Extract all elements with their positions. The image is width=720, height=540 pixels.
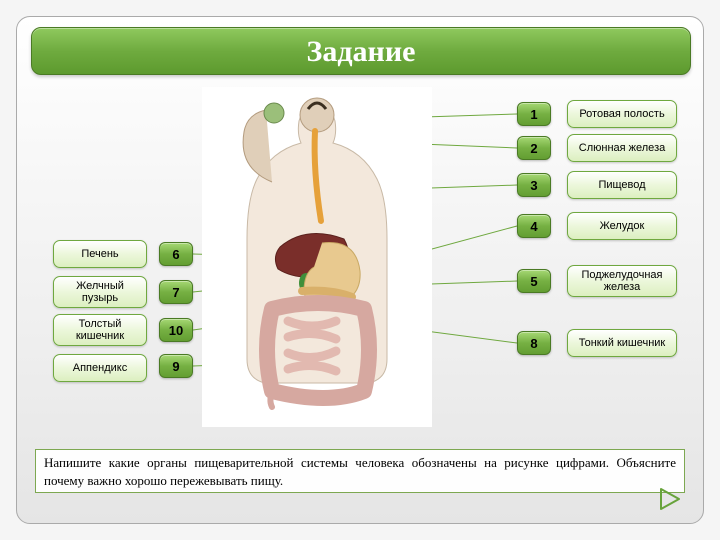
badge-2[interactable]: 2 xyxy=(517,136,551,160)
instruction-box: Напишите какие органы пищеварительной си… xyxy=(35,449,685,493)
label-pancreas[interactable]: Поджелудочная железа xyxy=(567,265,677,297)
instruction-text: Напишите какие органы пищеварительной си… xyxy=(44,455,676,488)
badge-1[interactable]: 1 xyxy=(517,102,551,126)
badge-4[interactable]: 4 xyxy=(517,214,551,238)
badge-6[interactable]: 6 xyxy=(159,242,193,266)
label-gallbladder[interactable]: Желчный пузырь xyxy=(53,276,147,308)
label-appendix[interactable]: Аппендикс xyxy=(53,354,147,382)
anatomy-illustration xyxy=(202,87,432,427)
label-oral-cavity[interactable]: Ротовая полость xyxy=(567,100,677,128)
badge-5[interactable]: 5 xyxy=(517,269,551,293)
slide-panel: Задание xyxy=(16,16,704,524)
label-esophagus[interactable]: Пищевод xyxy=(567,171,677,199)
badge-9[interactable]: 9 xyxy=(159,354,193,378)
badge-8[interactable]: 8 xyxy=(517,331,551,355)
label-liver[interactable]: Печень xyxy=(53,240,147,268)
label-stomach[interactable]: Желудок xyxy=(567,212,677,240)
play-icon xyxy=(655,485,683,513)
next-arrow-button[interactable] xyxy=(655,485,683,513)
title-bar: Задание xyxy=(31,27,691,75)
badge-3[interactable]: 3 xyxy=(517,173,551,197)
label-large-intestine[interactable]: Толстый кишечник xyxy=(53,314,147,346)
badge-10[interactable]: 10 xyxy=(159,318,193,342)
label-salivary-gland[interactable]: Слюнная железа xyxy=(567,134,677,162)
label-small-intestine[interactable]: Тонкий кишечник xyxy=(567,329,677,357)
title-text: Задание xyxy=(307,35,416,68)
badge-7[interactable]: 7 xyxy=(159,280,193,304)
